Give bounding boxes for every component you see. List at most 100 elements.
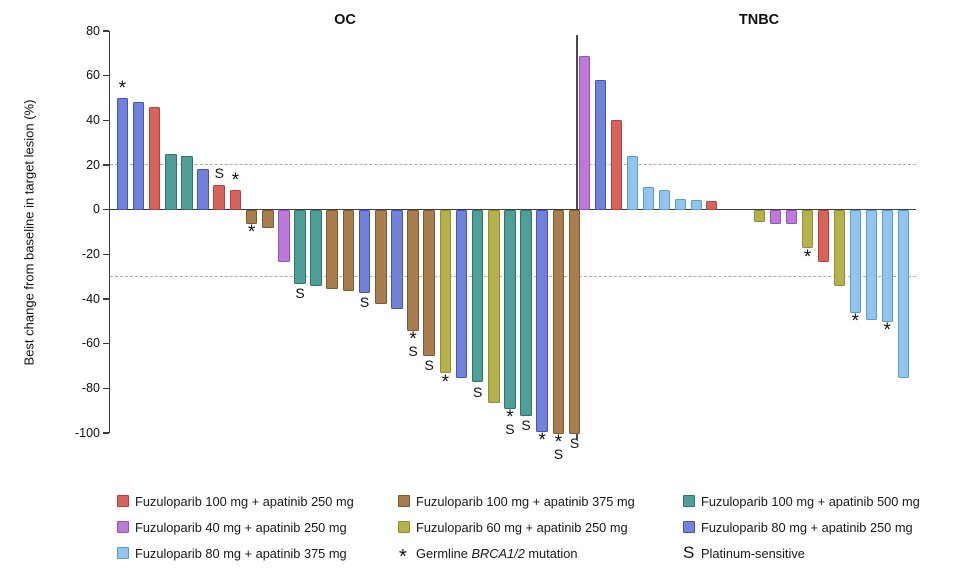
legend-label: Fuzuloparib 80 mg + apatinib 375 mg — [135, 546, 347, 561]
bar-tnbc-5 — [642, 187, 654, 210]
brca-asterisk: * — [803, 246, 812, 268]
brca-asterisk: * — [441, 371, 450, 393]
y-tick — [102, 30, 109, 32]
brca-asterisk: * — [554, 432, 563, 453]
bar-tnbc-6 — [658, 189, 670, 210]
platinum-s: S — [553, 446, 564, 462]
legend-swatch-brown — [398, 495, 410, 507]
y-tick — [102, 342, 109, 345]
legend-label: Fuzuloparib 100 mg + apatinib 375 mg — [416, 494, 635, 509]
brca-asterisk: * — [538, 429, 546, 451]
legend-label: Fuzuloparib 100 mg + apatinib 500 mg — [701, 494, 920, 509]
bar-tnbc-18 — [849, 210, 861, 314]
bar-oc-3 — [148, 106, 161, 210]
legend-swatch-teal — [683, 495, 695, 507]
y-tick-label: 40 — [86, 112, 100, 127]
platinum-s: S — [214, 165, 224, 182]
bar-tnbc-15 — [802, 210, 814, 249]
legend-label: Fuzuloparib 80 mg + apatinib 250 mg — [701, 520, 913, 535]
bar-tnbc-16 — [817, 210, 829, 262]
legend-swatch-lightblue — [117, 547, 129, 559]
bar-tnbc-3 — [610, 120, 622, 210]
y-tick — [102, 253, 109, 256]
bar-oc-12 — [294, 210, 306, 285]
bar-oc-15 — [342, 210, 355, 291]
bar-oc-14 — [326, 210, 339, 289]
y-tick — [102, 119, 109, 122]
y-axis-line — [108, 31, 110, 433]
legend-label: Fuzuloparib 100 mg + apatinib 250 mg — [135, 494, 354, 509]
bar-oc-9 — [245, 210, 258, 224]
brca-asterisk: * — [851, 311, 859, 333]
bar-oc-6 — [197, 169, 209, 210]
y-tick-label: 20 — [86, 157, 100, 172]
legend-label: Fuzuloparib 60 mg + apatinib 250 mg — [416, 520, 628, 535]
reference-line-plus20 — [110, 164, 916, 166]
bar-tnbc-13 — [770, 210, 782, 224]
platinum-s: S — [505, 421, 515, 438]
bar-oc-10 — [261, 210, 274, 229]
y-axis-label: Best change from baseline in target lesi… — [21, 99, 37, 366]
bar-oc-16 — [358, 210, 371, 294]
bar-oc-13 — [310, 210, 322, 287]
bar-tnbc-17 — [833, 210, 845, 287]
bar-tnbc-8 — [690, 199, 702, 210]
y-tick-label: -60 — [81, 336, 100, 351]
bar-tnbc-14 — [786, 210, 798, 224]
bar-oc-22 — [455, 210, 468, 378]
legend-swatch-red — [117, 495, 129, 507]
bar-oc-18 — [391, 210, 403, 309]
legend-symbol-s: S — [683, 543, 695, 562]
bar-tnbc-12 — [754, 210, 766, 222]
bar-tnbc-2 — [594, 80, 606, 210]
bar-oc-25 — [504, 210, 516, 410]
bar-oc-26 — [520, 210, 532, 416]
platinum-s: S — [521, 417, 531, 434]
y-tick-label: -20 — [81, 246, 100, 261]
brca-asterisk: * — [883, 320, 891, 342]
y-tick — [102, 432, 109, 434]
bar-oc-29 — [568, 210, 581, 434]
bar-tnbc-19 — [865, 210, 877, 320]
bar-oc-23 — [471, 210, 484, 383]
bar-oc-2 — [132, 102, 145, 210]
bar-tnbc-20 — [881, 210, 893, 323]
y-tick-label: 80 — [86, 23, 100, 38]
bar-oc-20 — [423, 210, 436, 356]
y-tick — [102, 387, 109, 390]
y-tick — [102, 164, 109, 166]
bar-tnbc-9 — [706, 200, 718, 210]
y-tick-label: -100 — [74, 425, 100, 440]
legend-label: Germline BRCA1/2 mutation — [416, 546, 578, 561]
legend-swatch-purple — [117, 521, 129, 533]
y-tick — [102, 208, 109, 211]
bar-oc-5 — [181, 156, 193, 210]
bar-oc-19 — [407, 210, 419, 332]
platinum-s: S — [408, 343, 418, 360]
x-axis-line — [110, 208, 916, 211]
y-tick-label: 0 — [93, 202, 100, 217]
bar-oc-28 — [552, 210, 565, 434]
bar-oc-27 — [536, 210, 549, 432]
bar-tnbc-7 — [674, 198, 686, 210]
platinum-s: S — [472, 383, 483, 400]
bar-oc-17 — [374, 210, 387, 305]
y-tick-label: 60 — [86, 68, 100, 83]
platinum-s: S — [359, 294, 370, 311]
platinum-s: S — [569, 435, 580, 451]
bar-oc-1 — [116, 98, 129, 210]
y-tick — [102, 298, 109, 300]
y-tick — [102, 74, 109, 77]
y-tick-label: -40 — [81, 291, 100, 306]
brca-asterisk: * — [118, 78, 127, 99]
legend-swatch-blueviolet — [683, 521, 695, 533]
y-tick-label: -80 — [81, 380, 100, 395]
bar-tnbc-1 — [579, 55, 590, 210]
legend-symbol-asterisk: * — [399, 546, 407, 568]
bar-oc-24 — [487, 210, 500, 403]
bar-tnbc-21 — [897, 210, 909, 378]
bar-oc-21 — [439, 210, 452, 374]
legend-swatch-olive — [398, 521, 410, 533]
bar-oc-11 — [278, 210, 290, 262]
